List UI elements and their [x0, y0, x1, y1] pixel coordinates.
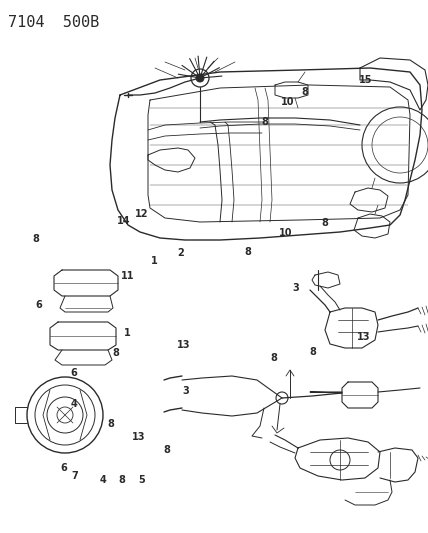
- Text: 6: 6: [70, 368, 77, 378]
- Text: 8: 8: [301, 87, 308, 96]
- Text: 13: 13: [357, 332, 371, 342]
- Text: 8: 8: [112, 349, 119, 358]
- Text: 1: 1: [124, 328, 131, 338]
- Text: 8: 8: [321, 218, 328, 228]
- Text: 8: 8: [245, 247, 252, 256]
- Text: 1: 1: [151, 256, 158, 266]
- Text: 8: 8: [270, 353, 277, 363]
- Text: 2: 2: [177, 248, 184, 257]
- Text: 8: 8: [32, 234, 39, 244]
- Text: 8: 8: [163, 446, 170, 455]
- Text: 10: 10: [279, 228, 293, 238]
- Text: 3: 3: [292, 283, 299, 293]
- Text: 13: 13: [177, 341, 191, 350]
- Text: 11: 11: [121, 271, 134, 281]
- Circle shape: [196, 74, 204, 82]
- Text: 14: 14: [116, 216, 130, 226]
- Text: 3: 3: [183, 386, 190, 395]
- Text: 10: 10: [281, 98, 294, 107]
- Text: 8: 8: [107, 419, 114, 429]
- Text: 8: 8: [309, 347, 316, 357]
- Text: 13: 13: [132, 432, 146, 442]
- Text: 6: 6: [35, 300, 42, 310]
- Text: 15: 15: [359, 75, 373, 85]
- Text: 12: 12: [134, 209, 148, 219]
- Text: 6: 6: [60, 463, 67, 473]
- Text: 7: 7: [71, 471, 78, 481]
- Text: 4: 4: [99, 475, 106, 484]
- Text: 7104  500B: 7104 500B: [8, 15, 99, 30]
- Text: 5: 5: [138, 475, 145, 484]
- Text: 8: 8: [119, 475, 125, 484]
- Text: 8: 8: [261, 117, 268, 126]
- Text: 4: 4: [70, 399, 77, 409]
